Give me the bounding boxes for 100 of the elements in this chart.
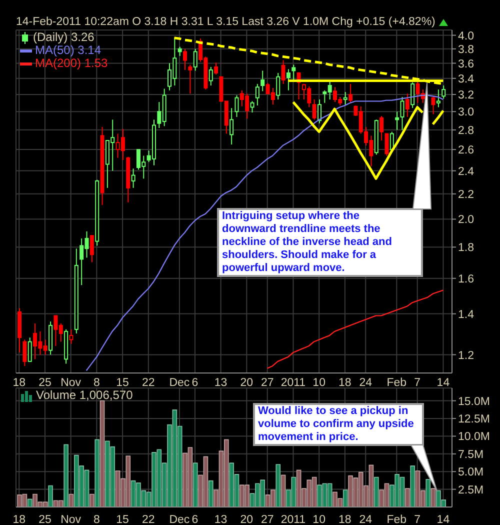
- y-tick-label: 1.2: [458, 350, 474, 362]
- x-tick-label: 20: [240, 377, 254, 390]
- y-tick-label: 15.0M: [458, 396, 490, 408]
- y-tick-label: 1.4: [458, 308, 475, 321]
- x-tick-label: 18: [338, 377, 352, 390]
- x-tick-label: 20: [240, 514, 254, 525]
- candlestick: [400, 96, 404, 130]
- bar: [342, 490, 348, 507]
- y-tick-label: 12.5M: [458, 414, 490, 426]
- x-tick-label: 2011: [280, 514, 306, 525]
- x-tick-label: 13: [214, 514, 228, 525]
- candlestick: [384, 133, 389, 156]
- candlestick: [436, 89, 440, 108]
- y-tick-label: 2.6: [458, 144, 474, 157]
- y-tick-label: 3.4: [458, 73, 475, 86]
- bar: [430, 488, 436, 507]
- candlestick: [208, 66, 213, 86]
- candlestick: [230, 108, 234, 145]
- x-tick-label: 15: [116, 514, 129, 525]
- x-tick-label: 24: [359, 514, 373, 525]
- x-tick-label: 25: [38, 377, 52, 390]
- x-tick-label: Dec: [169, 514, 190, 525]
- x-tick-label: 15: [116, 377, 129, 390]
- bar: [48, 485, 53, 507]
- bar: [426, 478, 431, 507]
- candlestick: [343, 91, 348, 106]
- x-tick-label: Feb: [386, 514, 407, 525]
- candlestick: [317, 98, 322, 124]
- candlestick: [405, 93, 410, 118]
- bar: [68, 494, 74, 507]
- x-tick-label: 18: [12, 377, 26, 390]
- legend-label: Volume 1,006,570: [36, 388, 133, 402]
- x-tick-label: 10: [312, 514, 326, 525]
- annotation: Intriguing setup where the downward trendline meets the neckline of the inverse head and shoulders. Should make for a powerful upward move.: [222, 210, 392, 274]
- x-tick-label: 18: [338, 514, 352, 525]
- bar: [208, 480, 214, 507]
- line-series: [292, 100, 424, 180]
- candlestick: [250, 100, 254, 113]
- annotation: Would like to see a pickup in volume to confirm any upside movement in price.: [258, 405, 414, 443]
- x-tick-label: 13: [214, 377, 228, 390]
- x-tick-label: 14: [436, 377, 450, 390]
- legend-label: MA(50) 3.14: [35, 43, 102, 57]
- candlestick: [178, 46, 182, 56]
- candlestick: [380, 116, 384, 142]
- y-tick-label: 2.0: [458, 214, 474, 226]
- x-tick-label: 22: [142, 377, 155, 390]
- y-tick-label: 3.2: [458, 90, 474, 102]
- candlestick: [234, 94, 239, 118]
- bar: [94, 439, 100, 507]
- candlestick: [292, 64, 296, 82]
- bar: [192, 462, 198, 507]
- y-tick-label: 5.0M: [458, 466, 484, 479]
- candlestick: [131, 168, 136, 188]
- candlestick: [281, 60, 286, 84]
- callout-box: Intriguing setup where the downward trendline meets the neckline of the inverse head and shoulders. Should make for a powerful upward move.: [217, 208, 423, 277]
- chart-subtitle: 14-Feb-2011 10:22am O 3.18 H 3.31 L 3.15 Last 3.26 V 1.0M Chg +0.15 (+4.82%): [16, 16, 436, 28]
- bar: [405, 488, 410, 507]
- x-tick-label: 6: [192, 514, 198, 525]
- candlestick: [193, 48, 198, 72]
- x-tick-label: Feb: [386, 377, 407, 390]
- y-tick-label: 1.6: [458, 273, 474, 286]
- candlestick: [260, 70, 265, 92]
- bar: [100, 400, 105, 507]
- candlestick: [431, 96, 436, 115]
- candlestick: [255, 83, 260, 106]
- y-tick-label: 3.6: [458, 58, 474, 70]
- x-tick-label: 27: [260, 514, 274, 525]
- y-tick-label: 1.8: [458, 242, 474, 254]
- x-tick-label: 27: [260, 377, 274, 390]
- y-tick-label: 2.8: [458, 124, 474, 137]
- x-tick-label: 14: [436, 514, 450, 525]
- x-tick-label: 7: [414, 514, 421, 525]
- x-tick-label: 6: [192, 377, 198, 390]
- x-tick-label: 7: [414, 377, 421, 390]
- bar: [276, 464, 281, 507]
- x-tick-label: 24: [359, 377, 373, 390]
- x-tick-label: 2011: [280, 377, 306, 390]
- y-tick-label: 2.5M: [458, 484, 484, 496]
- y-tick-label: 7.5M: [458, 448, 484, 461]
- y-tick-label: 3.0: [458, 106, 474, 119]
- bar: [374, 476, 379, 507]
- bar: [27, 498, 32, 507]
- candlestick: [312, 98, 316, 120]
- candlestick: [395, 111, 400, 130]
- callout-box: Would like to see a pickup in volume to confirm any upside movement in price.: [253, 403, 424, 446]
- candlestick: [22, 339, 27, 366]
- line-series: [266, 290, 444, 369]
- legend-label: MA(200) 1.53: [35, 56, 108, 70]
- candlestick: [183, 48, 188, 70]
- x-tick-label: Nov: [60, 377, 82, 390]
- y-tick-label: 4.0: [458, 30, 474, 42]
- y-tick-label: 3.8: [458, 44, 474, 56]
- x-tick-label: 8: [93, 377, 100, 390]
- bar: [64, 444, 68, 507]
- candlestick: [348, 83, 353, 104]
- candlestick: [90, 235, 94, 263]
- x-tick-label: 25: [38, 514, 52, 525]
- candlestick: [442, 84, 446, 100]
- x-tick-label: 22: [142, 514, 155, 525]
- candlestick: [28, 337, 32, 362]
